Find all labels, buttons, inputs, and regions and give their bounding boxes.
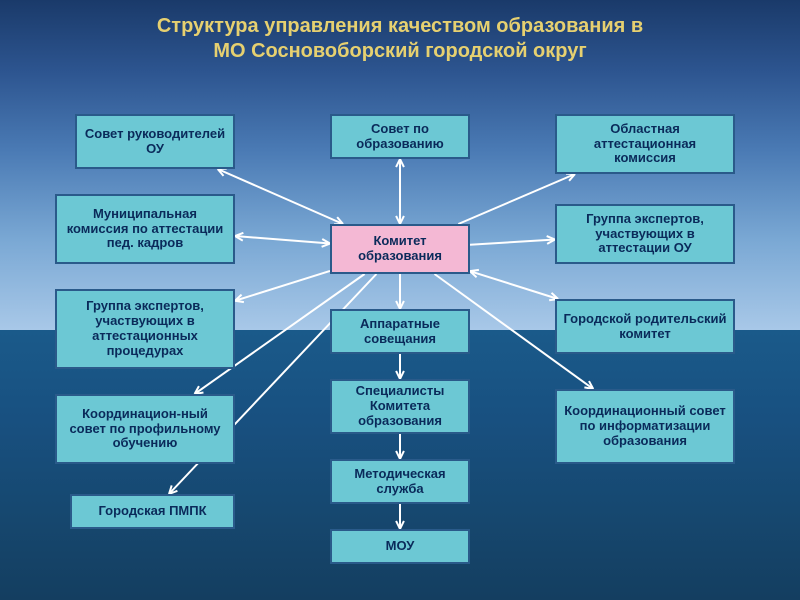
arrowhead-icon (396, 301, 404, 309)
connector (470, 271, 558, 299)
arrowhead-icon (218, 169, 227, 176)
arrowhead-icon (322, 239, 330, 247)
node-label: Группа экспертов, участвующих в аттестац… (563, 212, 727, 257)
center-node: Комитет образования (330, 224, 470, 274)
node-label: Координационный совет по информатизации … (563, 404, 727, 449)
node-label: Муниципальная комиссия по аттестации пед… (63, 207, 227, 252)
arrowhead-icon (235, 295, 244, 302)
org-node: Муниципальная комиссия по аттестации пед… (55, 194, 235, 264)
node-label: Методическая служба (338, 467, 462, 497)
arrowhead-icon (547, 236, 555, 244)
arrowhead-icon (396, 159, 404, 167)
node-label: Аппаратные совещания (338, 317, 462, 347)
node-label: Совет руководителей ОУ (83, 127, 227, 157)
title-line2: МО Сосновоборский городской округ (213, 40, 586, 62)
node-label: Группа экспертов, участвующих в аттестац… (63, 299, 227, 359)
node-label: Областная аттестационная комиссия (563, 122, 727, 167)
node-label: Комитет образования (338, 234, 462, 264)
org-node: Городской родительский комитет (555, 299, 735, 354)
org-node: Городская ПМПК (70, 494, 235, 529)
arrowhead-icon (396, 216, 404, 224)
org-node: Специалисты Комитета образования (330, 379, 470, 434)
arrowhead-icon (566, 174, 575, 181)
org-node: Совет руководителей ОУ (75, 114, 235, 169)
arrowhead-icon (169, 485, 177, 494)
arrowhead-icon (235, 233, 243, 241)
node-label: Городской родительский комитет (563, 312, 727, 342)
arrowhead-icon (584, 381, 593, 389)
connector (235, 271, 330, 301)
arrowhead-icon (396, 371, 404, 379)
arrowhead-icon (470, 270, 479, 277)
arrowhead-icon (195, 386, 204, 394)
org-node: Координацион-ный совет по профильному об… (55, 394, 235, 464)
org-node: Методическая служба (330, 459, 470, 504)
node-label: Специалисты Комитета образования (338, 384, 462, 429)
page-title: Структура управления качеством образован… (0, 0, 800, 74)
node-label: МОУ (386, 539, 415, 554)
org-node: МОУ (330, 529, 470, 564)
org-diagram: Совет руководителей ОУ Совет по образован… (0, 74, 800, 594)
org-node: Совет по образованию (330, 114, 470, 159)
connector (235, 236, 330, 243)
arrowhead-icon (396, 451, 404, 459)
node-label: Городская ПМПК (98, 504, 206, 519)
org-node: Группа экспертов, участвующих в аттестац… (555, 204, 735, 264)
connector (470, 240, 555, 245)
org-node: Областная аттестационная комиссия (555, 114, 735, 174)
org-node: Аппаратные совещания (330, 309, 470, 354)
node-label: Координацион-ный совет по профильному об… (63, 407, 227, 452)
arrowhead-icon (396, 521, 404, 529)
org-node: Координационный совет по информатизации … (555, 389, 735, 464)
title-line1: Структура управления качеством образован… (157, 15, 643, 37)
node-label: Совет по образованию (338, 122, 462, 152)
connector (218, 169, 343, 224)
org-node: Группа экспертов, участвующих в аттестац… (55, 289, 235, 369)
